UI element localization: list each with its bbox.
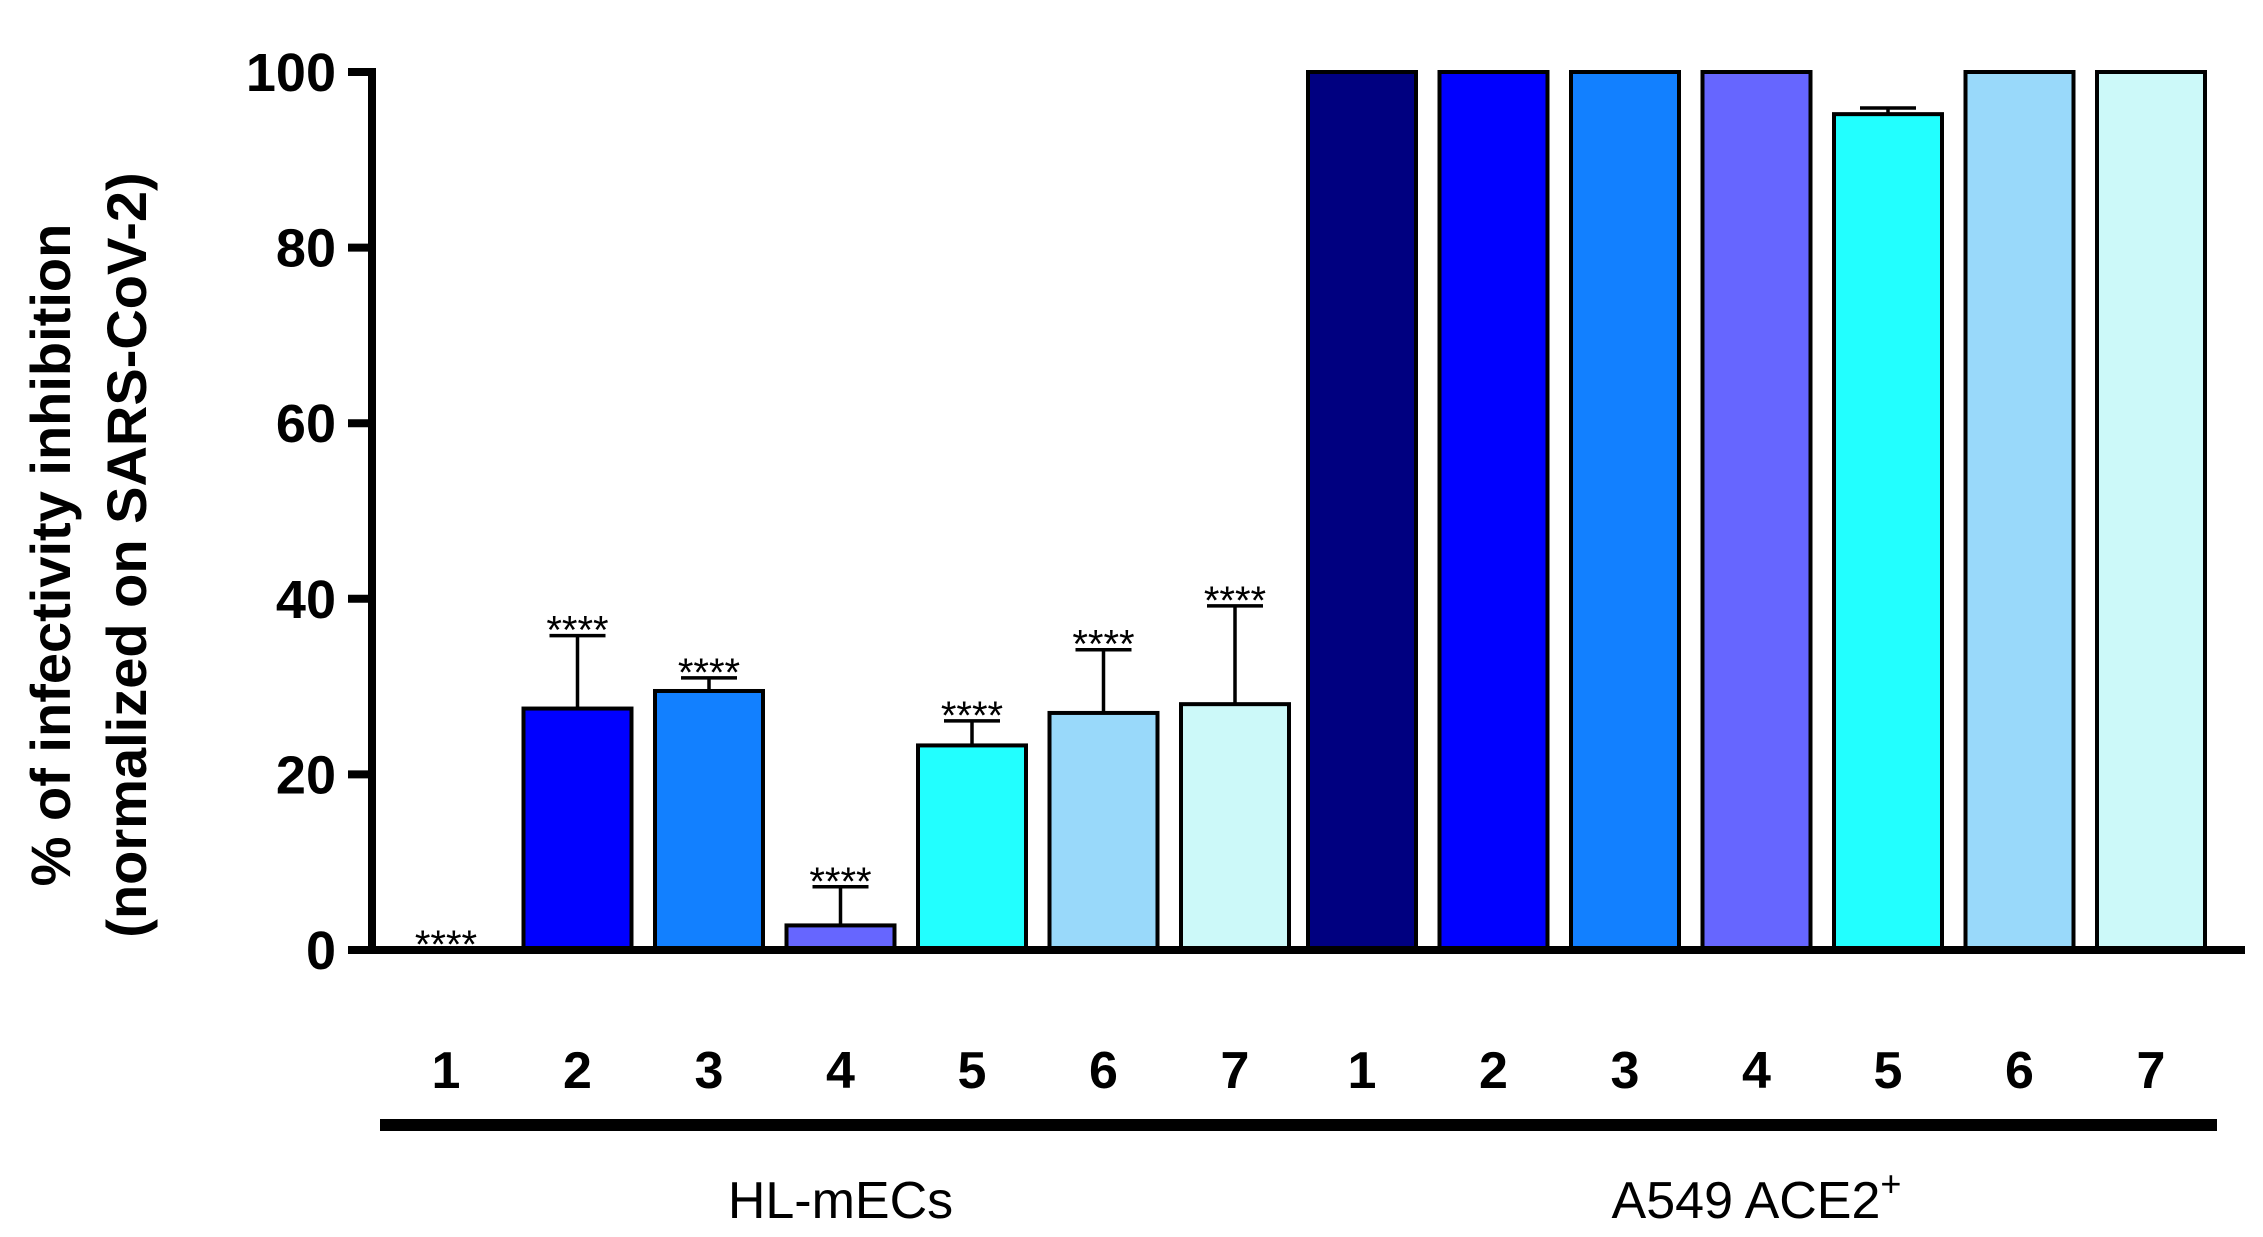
bar [1569,70,1681,952]
x-category-label: 4 [826,1042,855,1100]
group-label-text: HL-mECs [728,1172,953,1230]
bar [2095,70,2207,952]
bar [916,743,1028,953]
significance-label: **** [415,923,477,967]
group-label: HL-mECs [728,1172,953,1230]
group-label-text: A549 ACE2 [1612,1172,1881,1230]
bar [653,688,765,952]
y-tick-label: 20 [276,745,336,805]
bar [1963,70,2076,952]
group-label-superscript: + [1880,1163,1901,1204]
x-category-label: 1 [1348,1042,1377,1100]
y-tick-label: 100 [246,43,336,103]
x-category-label: 4 [1742,1042,1771,1100]
y-axis-title-line2: (normalized on SARS-CoV-2) [95,172,158,937]
bar [1179,702,1291,952]
x-category-label: 7 [1221,1042,1250,1100]
y-axis: 0 20 40 60 80 100 [246,43,376,981]
significance-label: **** [546,609,608,653]
x-category-label: 2 [1479,1042,1508,1100]
x-axis: 1 2 3 4 5 6 7 1 2 3 4 5 6 7 [368,946,2245,1100]
bar [1437,70,1550,952]
x-category-label: 5 [1874,1042,1903,1100]
significance-label: **** [1204,579,1266,623]
x-category-label: 3 [1611,1042,1640,1100]
x-category-label: 6 [1089,1042,1118,1100]
y-tick-label: 80 [276,219,336,279]
x-category-label: 7 [2137,1042,2166,1100]
bar [1832,112,1944,953]
bar [1047,710,1160,952]
significance-label: **** [1072,623,1134,667]
x-category-label: 5 [958,1042,987,1100]
y-axis-title-line1: % of infectivity inhibition [19,224,82,887]
group-label: A549 ACE2+ [1612,1163,1902,1230]
significance-label: **** [809,860,871,904]
group-brackets: HL-mECs A549 ACE2+ [380,1119,2217,1230]
y-tick-label: 0 [306,921,336,981]
x-category-label: 3 [695,1042,724,1100]
bars: **** **** **** **** **** **** **** [415,70,2207,967]
significance-label: **** [678,651,740,695]
x-category-label: 1 [432,1042,461,1100]
bar [1700,70,1813,952]
bar [521,706,634,952]
y-axis-title: % of infectivity inhibition (normalized … [19,172,158,937]
y-tick-label: 60 [276,394,336,454]
x-category-label: 2 [563,1042,592,1100]
y-tick-label: 40 [276,570,336,630]
significance-label: **** [941,694,1003,738]
x-category-label: 6 [2005,1042,2034,1100]
bar [1306,70,1418,952]
